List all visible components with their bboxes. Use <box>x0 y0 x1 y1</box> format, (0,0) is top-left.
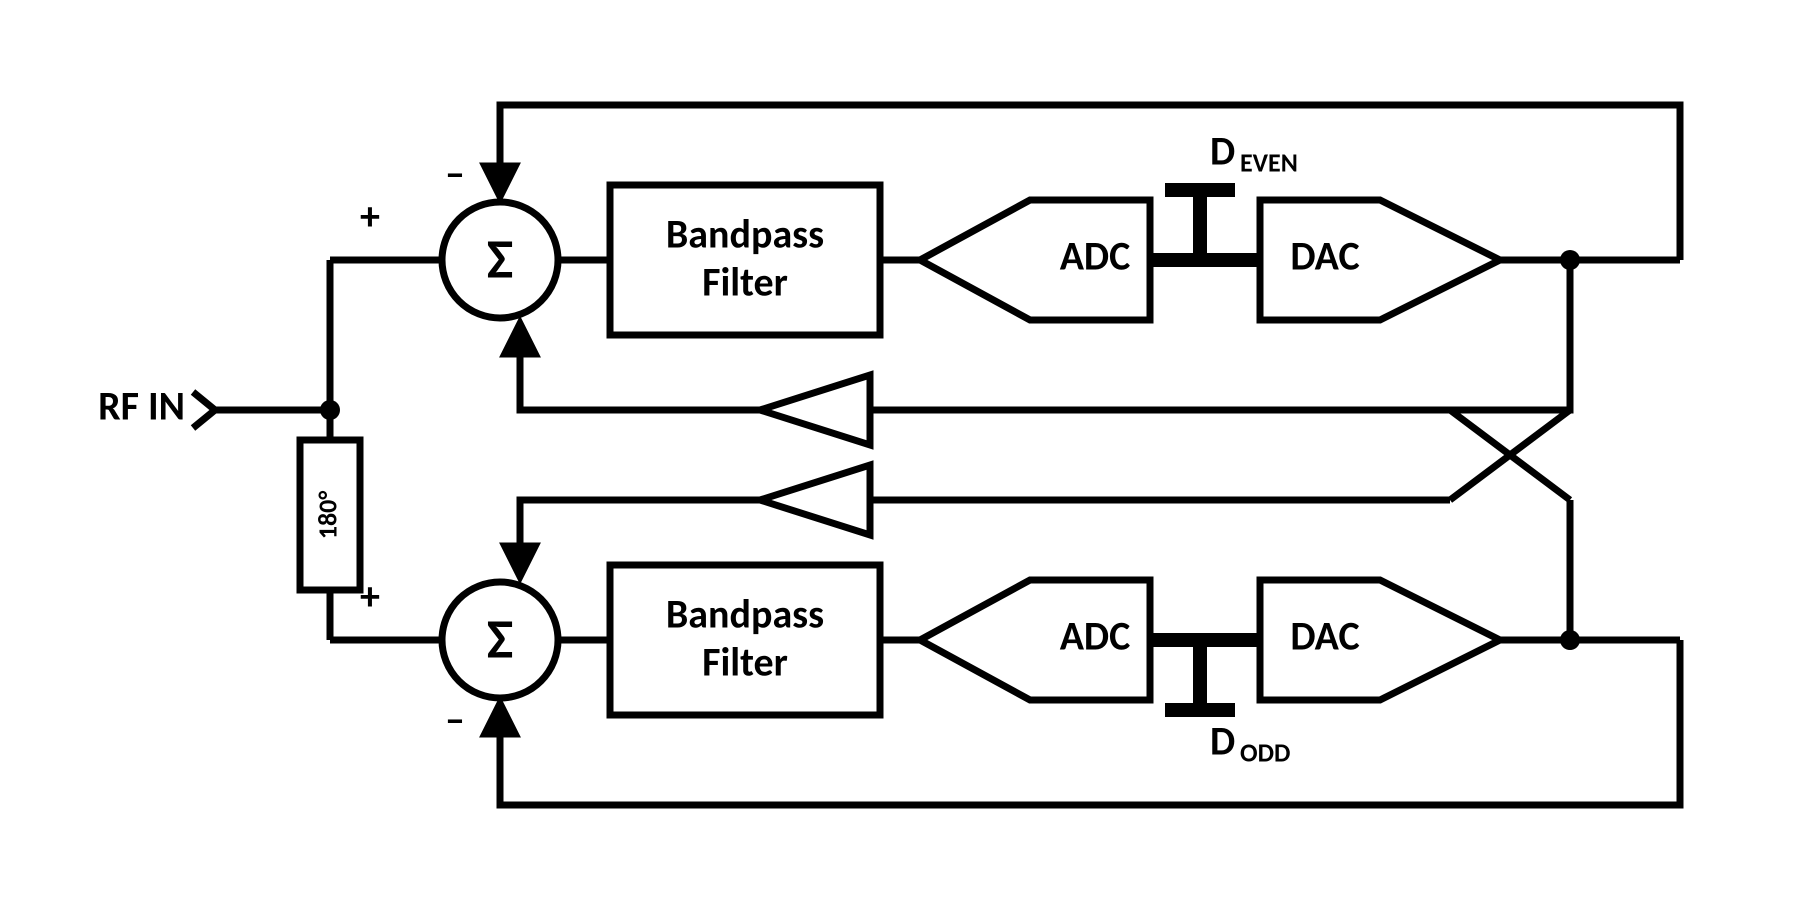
svg-text:Filter: Filter <box>702 258 788 307</box>
svg-text:–: – <box>445 149 465 198</box>
svg-text:+: + <box>360 192 380 241</box>
svg-text:Filter: Filter <box>702 638 788 687</box>
svg-text:DAC: DAC <box>1290 612 1359 661</box>
svg-text:ODD: ODD <box>1240 736 1290 768</box>
svg-text:D: D <box>1210 127 1235 176</box>
svg-text:RF IN: RF IN <box>98 382 185 431</box>
svg-text:Bandpass: Bandpass <box>666 590 824 639</box>
svg-text:ADC: ADC <box>1060 232 1131 281</box>
svg-text:180°: 180° <box>311 491 343 540</box>
svg-text:DAC: DAC <box>1290 232 1359 281</box>
svg-text:Σ: Σ <box>487 606 513 674</box>
svg-text:D: D <box>1210 717 1235 766</box>
svg-text:–: – <box>445 695 465 744</box>
svg-text:Bandpass: Bandpass <box>666 210 824 259</box>
svg-text:EVEN: EVEN <box>1240 146 1298 178</box>
svg-text:ADC: ADC <box>1060 612 1131 661</box>
svg-text:Σ: Σ <box>487 226 513 294</box>
svg-text:+: + <box>360 572 380 621</box>
